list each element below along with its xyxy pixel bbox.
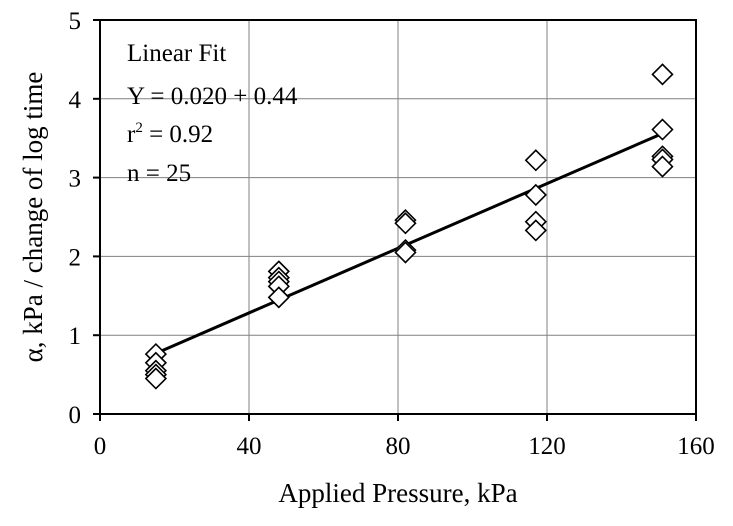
annotation-line-4: n = 25	[127, 160, 191, 187]
data-point	[144, 367, 168, 390]
x-axis-title: Applied Pressure, kPa	[278, 478, 517, 508]
data-point	[651, 63, 674, 86]
y-tick-label: 4	[69, 87, 82, 114]
data-point	[524, 219, 547, 242]
data-point	[267, 286, 290, 309]
x-tick-label: 120	[528, 433, 566, 460]
x-tick-label: 80	[386, 433, 411, 460]
y-tick-label: 0	[69, 402, 82, 429]
data-point	[394, 212, 417, 235]
data-point	[651, 155, 674, 178]
annotation-superscript: 2	[135, 120, 143, 136]
annotation-line-1: Linear Fit	[127, 40, 226, 67]
fit-annotation: Linear Fit Y = 0.020 + 0.44 r2 = 0.92 n …	[127, 40, 298, 187]
annotation-line-3: r2 = 0.92	[127, 120, 213, 148]
annotation-r-value: = 0.92	[143, 121, 213, 148]
y-tick-label: 3	[69, 166, 82, 193]
y-axis-title: α, kPa / change of log time	[18, 72, 48, 363]
annotation-r: r	[127, 121, 136, 148]
axis-ticks: 0 40 80 120 160 0 1 2 3 4 5	[69, 8, 715, 460]
x-tick-label: 160	[677, 433, 715, 460]
data-point	[524, 183, 547, 207]
data-point	[394, 241, 417, 264]
data-point	[524, 149, 547, 172]
x-tick-label: 40	[237, 433, 262, 460]
y-tick-label: 5	[69, 8, 82, 35]
y-tick-label: 1	[69, 323, 82, 350]
y-tick-label: 2	[69, 244, 82, 271]
data-points	[144, 63, 674, 390]
x-tick-label: 0	[94, 433, 107, 460]
data-point	[651, 118, 674, 141]
annotation-line-2: Y = 0.020 + 0.44	[127, 83, 298, 110]
